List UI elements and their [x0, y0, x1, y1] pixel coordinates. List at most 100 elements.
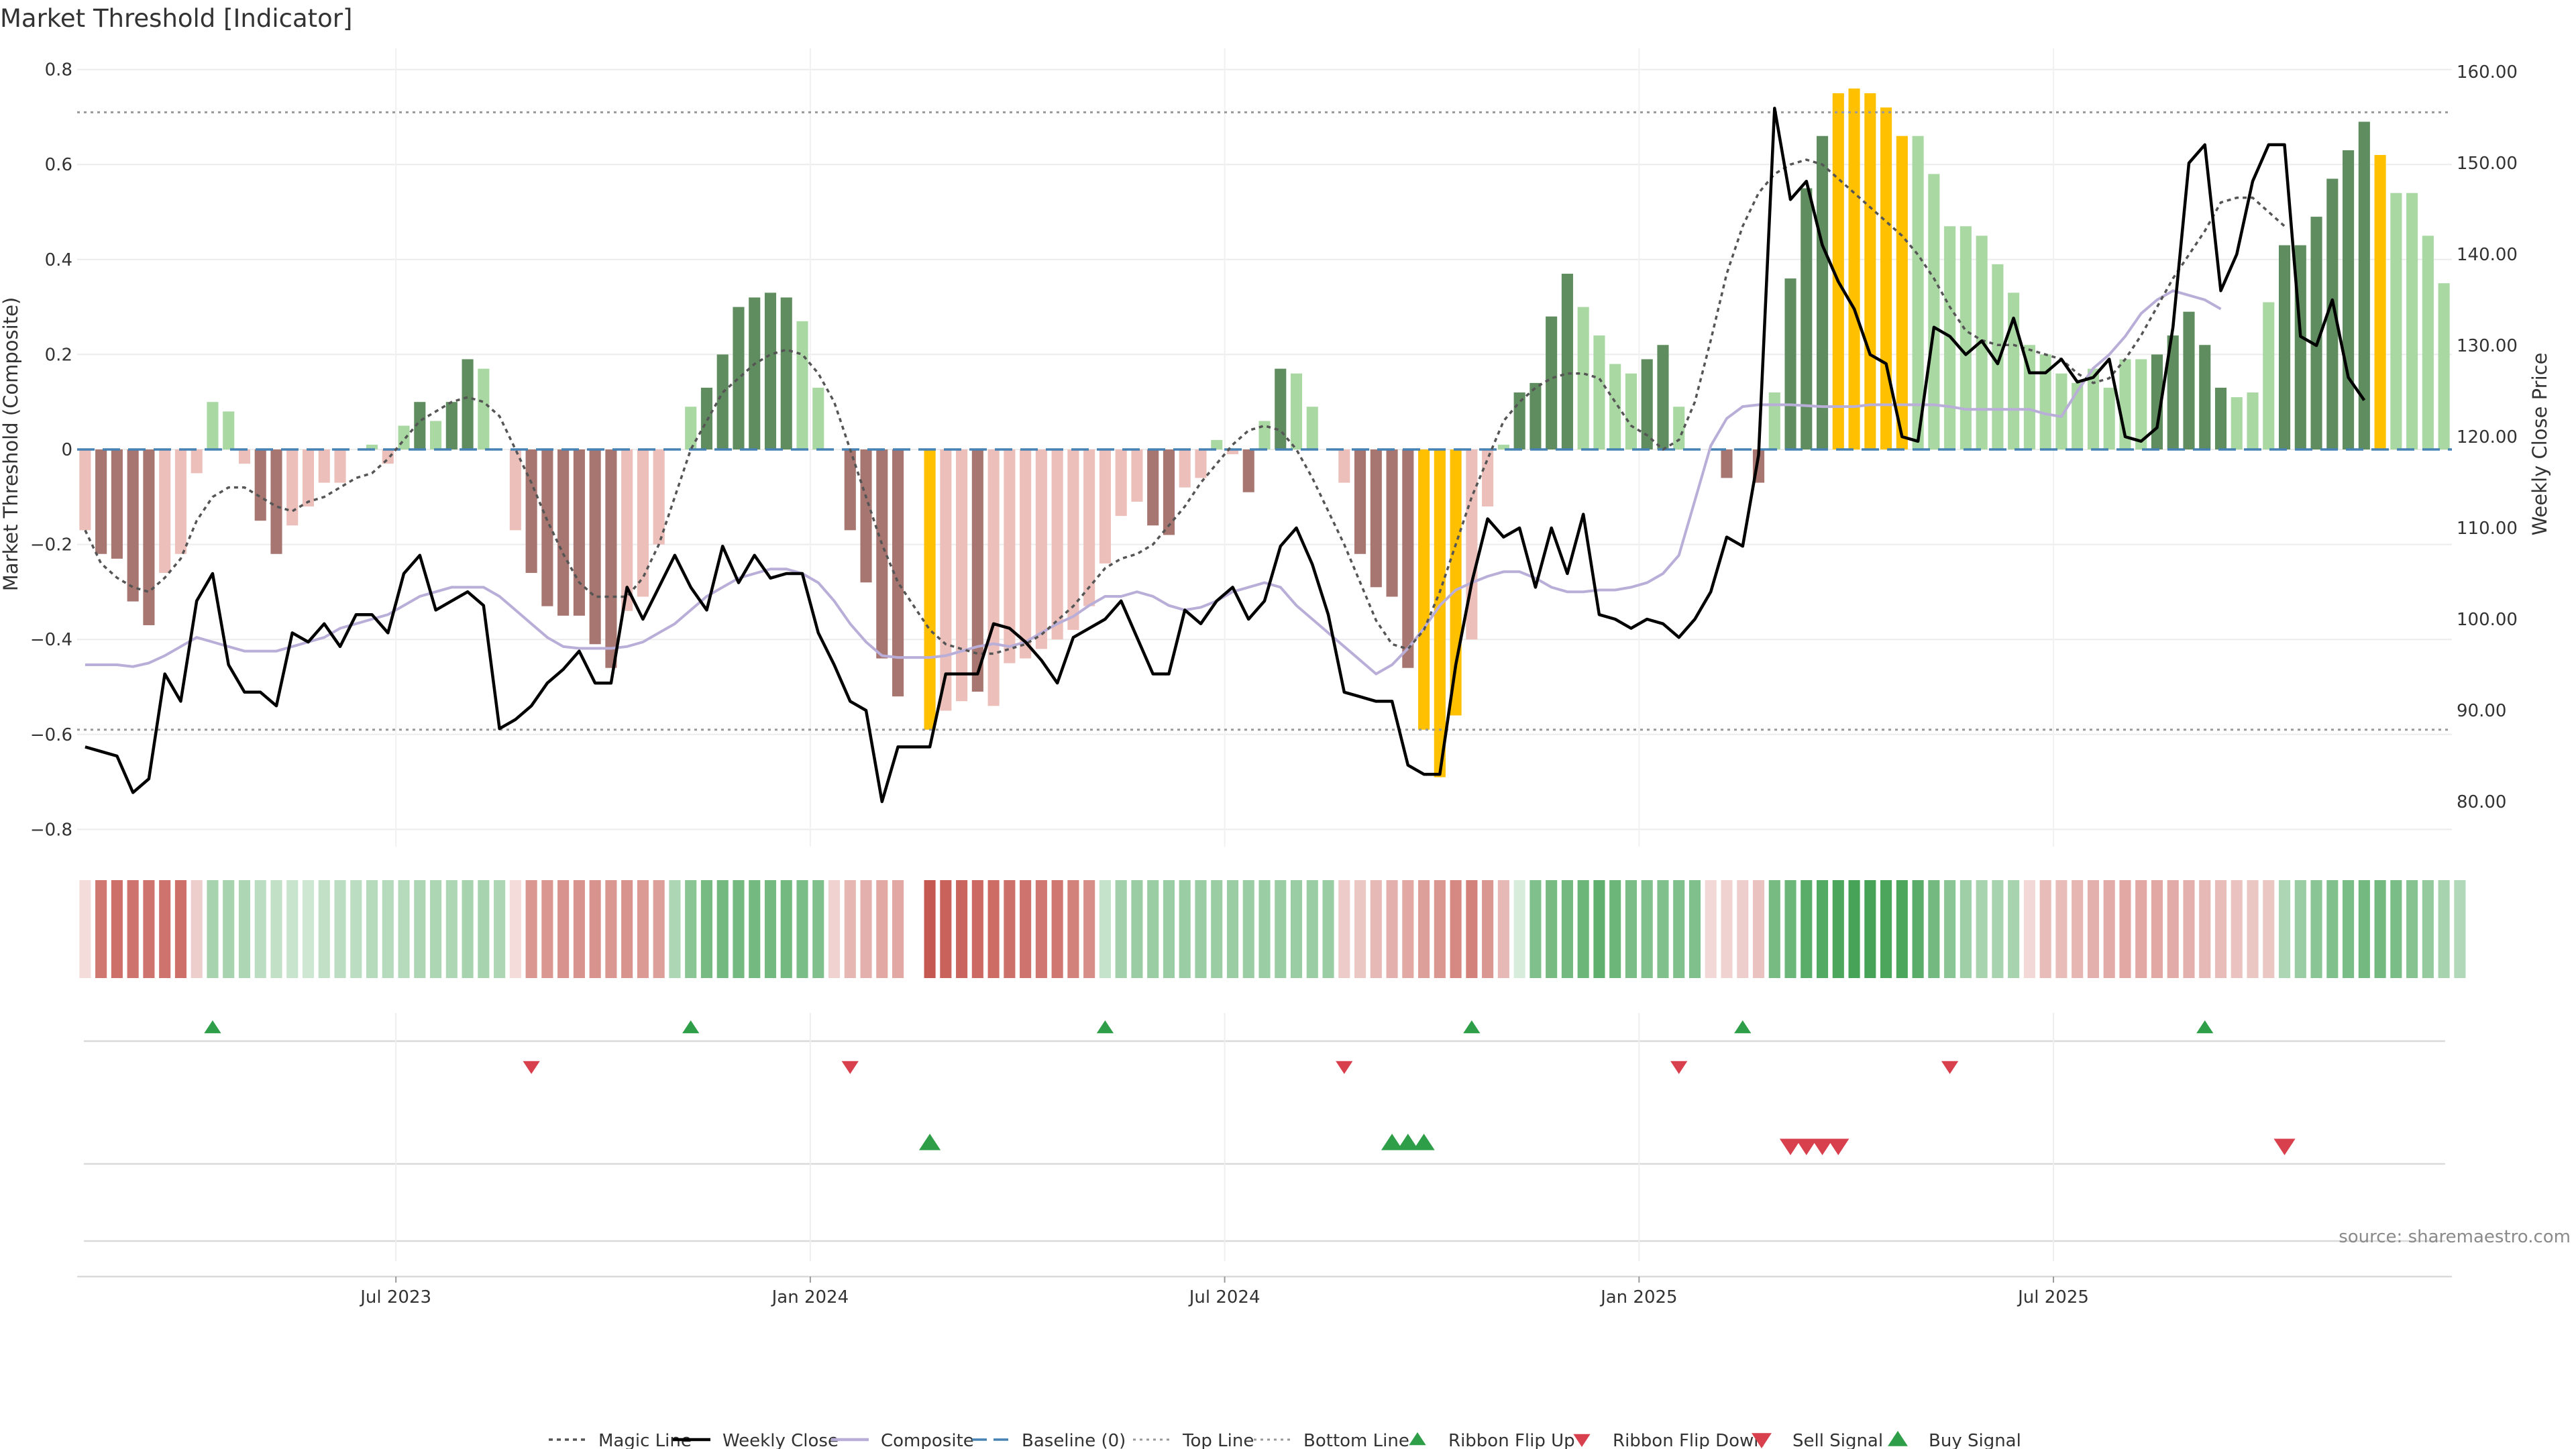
ribbon-cell [844, 880, 856, 978]
composite-bar [2087, 368, 2099, 449]
legend-label: Baseline (0) [1022, 1431, 1126, 1449]
ribbon-cell [478, 880, 490, 978]
composite-bar [223, 411, 235, 449]
composite-bar [1163, 449, 1175, 535]
ribbon-cell [2310, 880, 2322, 978]
y2-tick-label: 110.00 [2457, 519, 2518, 539]
ribbon-cell [685, 880, 697, 978]
ribbon-cell [1258, 880, 1271, 978]
composite-bar [1801, 188, 1813, 449]
composite-bar [1402, 449, 1414, 668]
ribbon-flip-up-marker [1734, 1020, 1752, 1034]
ribbon-cell [2072, 880, 2084, 978]
composite-bar [1577, 307, 1589, 449]
composite-bar [1928, 174, 1940, 449]
x-tick-label: Jan 2025 [1599, 1287, 1678, 1307]
composite-bar [2135, 359, 2147, 449]
composite-bar [1513, 392, 1525, 449]
y2-tick-label: 130.00 [2457, 336, 2518, 356]
y2-tick-label: 140.00 [2457, 245, 2518, 265]
ribbon-cell [637, 880, 649, 978]
composite-bar [2390, 193, 2402, 449]
ribbon-cell [494, 880, 506, 978]
ribbon-cell [2422, 880, 2434, 978]
ribbon-cell [2183, 880, 2195, 978]
composite-bar [1131, 449, 1143, 502]
ribbon-cell [796, 880, 808, 978]
composite-bars [79, 88, 2450, 777]
sell-signal-marker [2273, 1138, 2296, 1155]
ribbon-cell [174, 880, 186, 978]
ribbon-cell [286, 880, 299, 978]
composite-bar [2326, 178, 2339, 449]
composite-bar [987, 449, 1000, 706]
x-tick-label: Jul 2023 [359, 1287, 431, 1307]
composite-bar [525, 449, 537, 574]
composite-bar [2039, 354, 2051, 449]
composite-bar [1275, 368, 1287, 449]
legend-label: Sell Signal [1792, 1431, 1883, 1449]
ribbon-cell [700, 880, 713, 978]
ribbon-cell [573, 880, 585, 978]
ribbon-cell [557, 880, 570, 978]
ribbon-cell [2454, 880, 2466, 978]
composite-bar [1211, 439, 1223, 449]
ribbon-cell [1275, 880, 1287, 978]
ribbon-flip-up-marker [682, 1020, 700, 1034]
ribbon-cell [254, 880, 266, 978]
ribbon-flip-down-marker [841, 1061, 859, 1074]
ribbon-cell [127, 880, 139, 978]
ribbon-cell [987, 880, 1000, 978]
ribbon-cell [1641, 880, 1653, 978]
ribbon-cell [430, 880, 442, 978]
ribbon-cell [1513, 880, 1525, 978]
ribbon-cell [1354, 880, 1366, 978]
ribbon-cell [334, 880, 346, 978]
composite-bar [1546, 316, 1558, 449]
composite-bar [254, 449, 266, 521]
ribbon-cell [111, 880, 123, 978]
composite-bar [2422, 235, 2434, 449]
sell-signal-marker [1827, 1138, 1849, 1155]
ribbon-cell [1051, 880, 1063, 978]
composite-bar [1226, 449, 1239, 455]
buy-signal-marker [1381, 1134, 1403, 1150]
composite-bar [589, 449, 601, 645]
ribbon-cell [589, 880, 601, 978]
ribbon-cell [143, 880, 155, 978]
ribbon-cell [1625, 880, 1637, 978]
composite-bar [143, 449, 155, 625]
ribbon-cell [382, 880, 394, 978]
ribbon-cell [1529, 880, 1542, 978]
ribbon-cell [621, 880, 633, 978]
composite-bar [700, 387, 713, 449]
y2-tick-label: 120.00 [2457, 427, 2518, 447]
composite-bar [876, 449, 888, 659]
composite-bar [940, 449, 952, 711]
y2-tick-label: 80.00 [2457, 792, 2506, 812]
legend-label: Ribbon Flip Down [1613, 1431, 1765, 1449]
ribbon-flip-up-marker [1096, 1020, 1114, 1034]
legend-swatch [1573, 1434, 1591, 1447]
y2-tick-label: 90.00 [2457, 701, 2506, 721]
ribbon-cell [223, 880, 235, 978]
ribbon-cell [1020, 880, 1032, 978]
ribbon-cell [1561, 880, 1573, 978]
ribbon-cell [95, 880, 107, 978]
composite-bar [1418, 449, 1430, 730]
composite-bar [764, 292, 777, 449]
composite-bar [2278, 245, 2291, 449]
composite-bar [1992, 264, 2004, 449]
y2-axis-label: Weekly Close Price [2528, 353, 2551, 536]
composite-bar [2406, 193, 2418, 449]
legend-swatch [1752, 1433, 1772, 1448]
legend-item: Magic Line [549, 1431, 692, 1449]
ribbon-cell [1832, 880, 1844, 978]
composite-bar [2151, 354, 2163, 449]
ribbon-cell [1657, 880, 1669, 978]
composite-bar [573, 449, 585, 616]
legend-item: Buy Signal [1888, 1431, 2021, 1449]
legend-swatch [1409, 1432, 1426, 1446]
y-tick-label: 0.6 [45, 155, 72, 175]
